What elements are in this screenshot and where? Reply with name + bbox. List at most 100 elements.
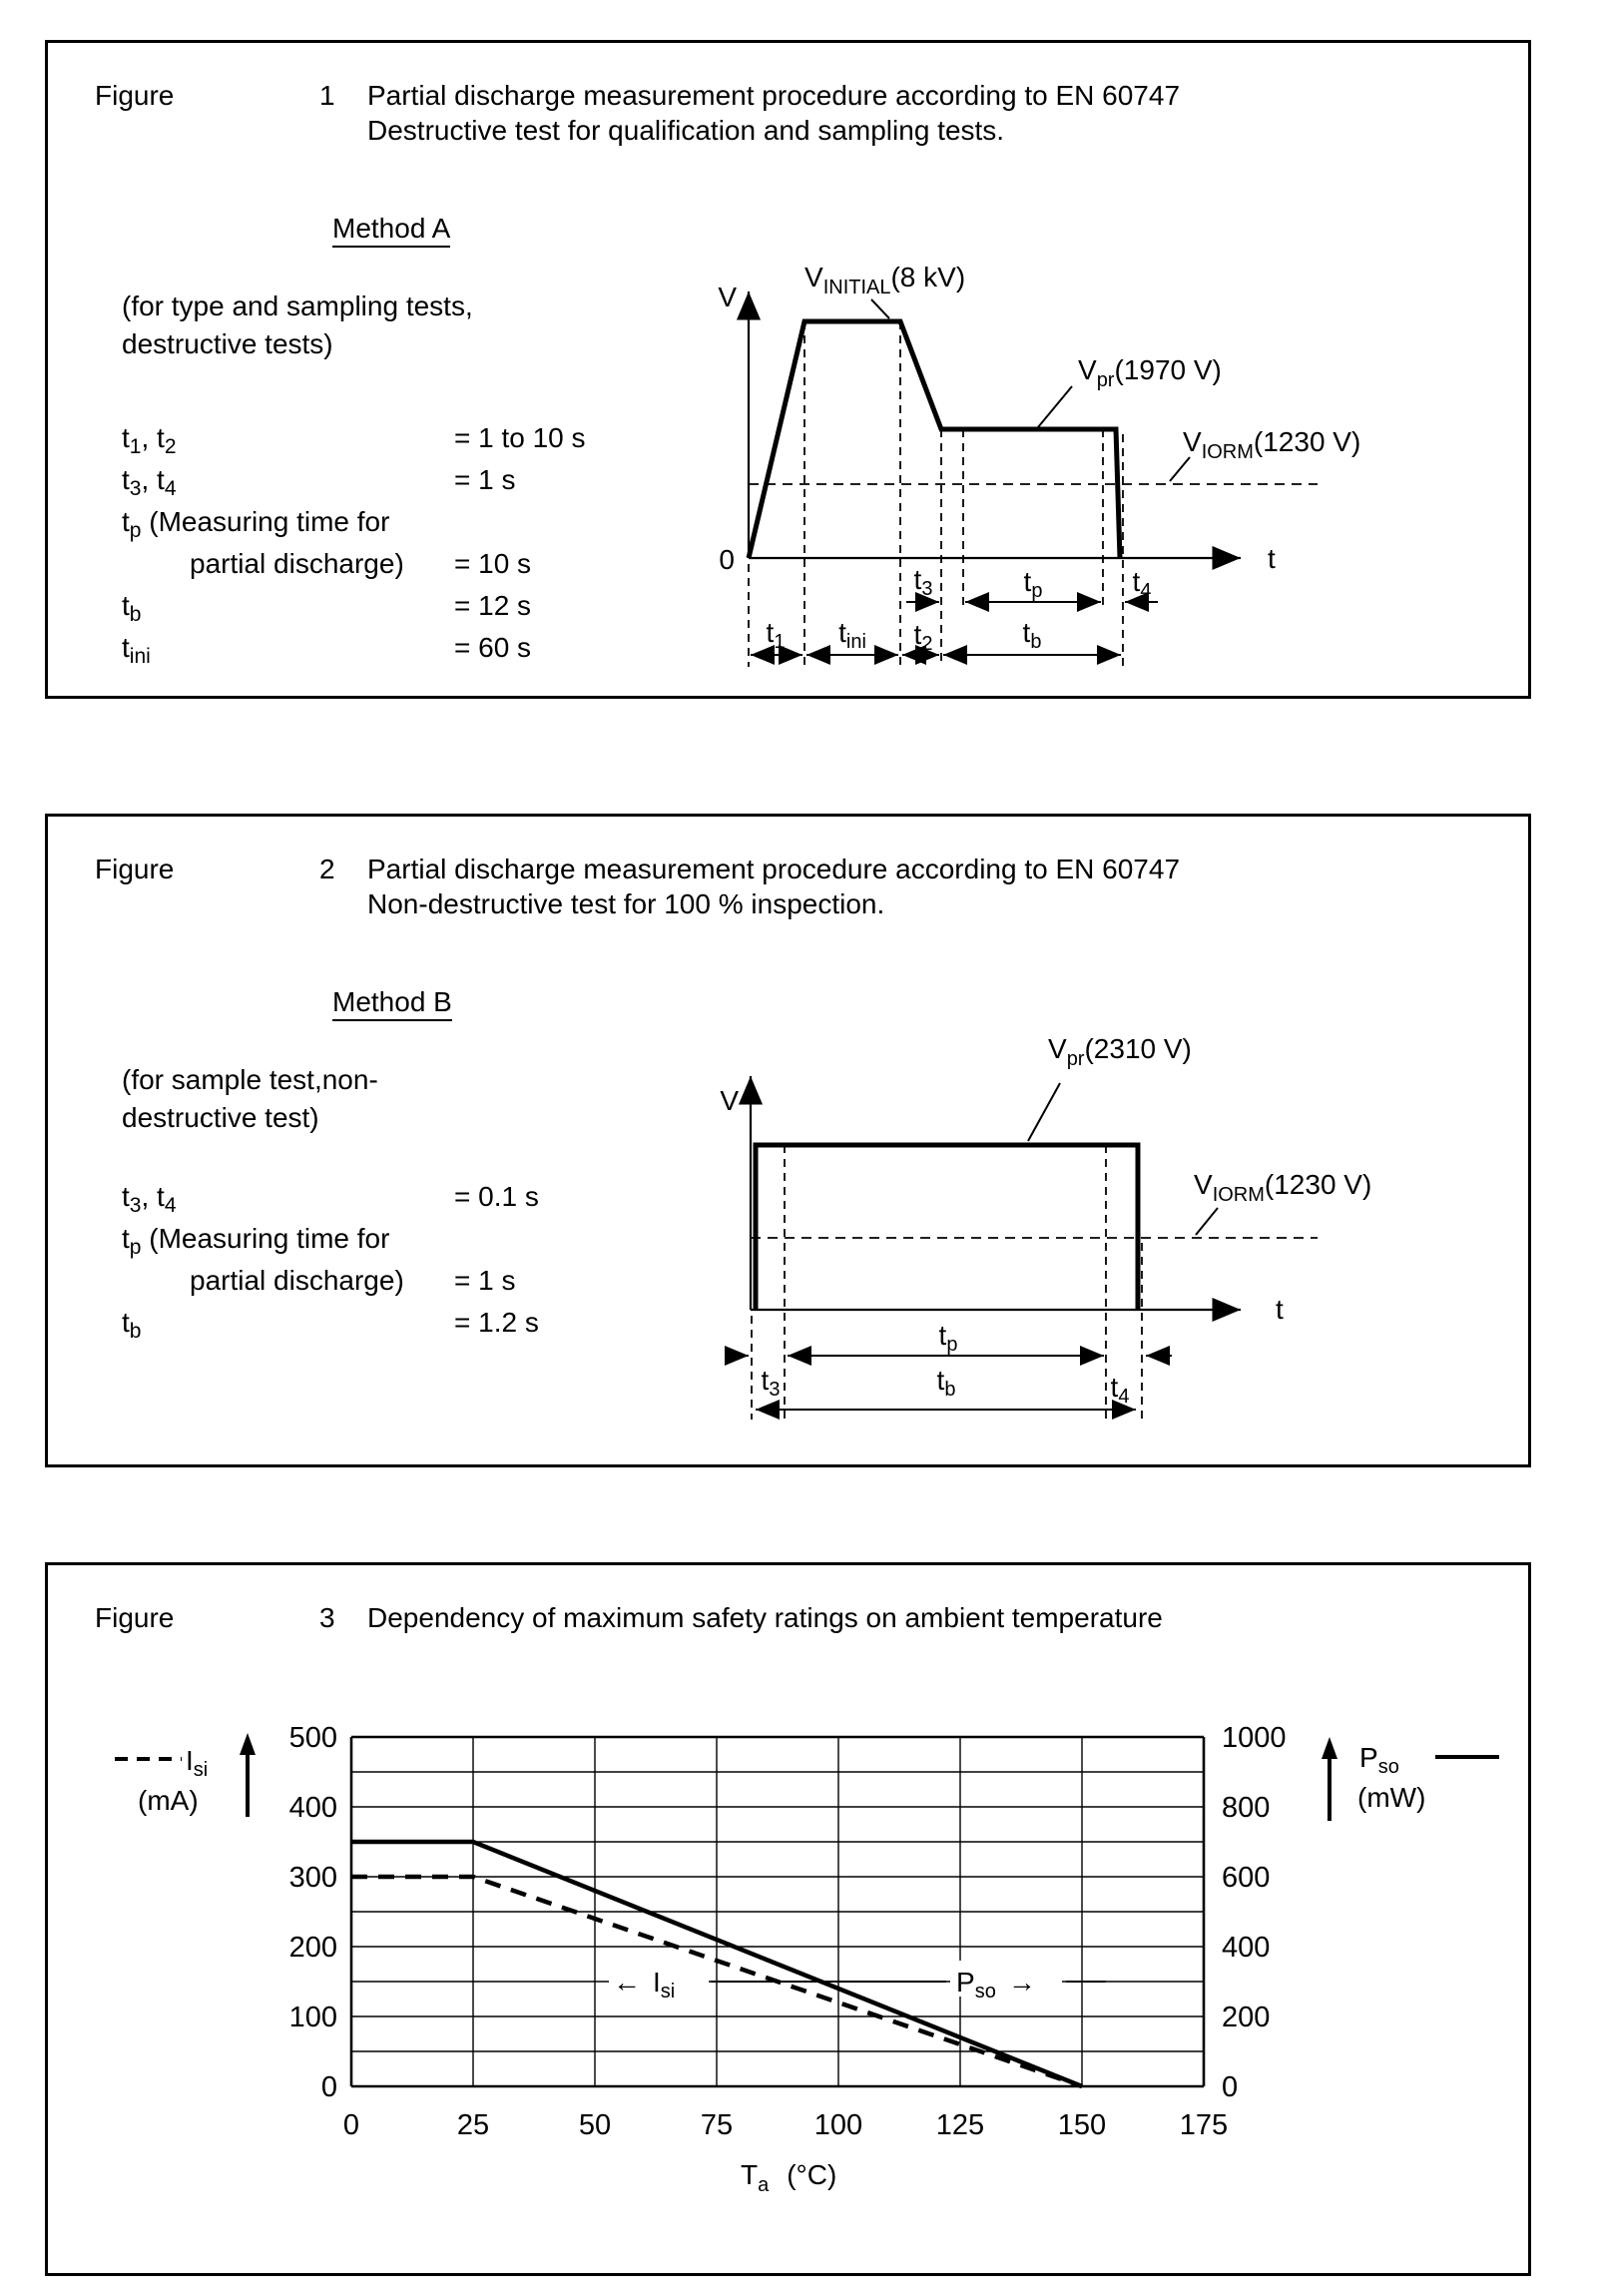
- x-axis-tick: 100: [814, 2109, 862, 2141]
- param-row: tp (Measuring time for: [122, 506, 390, 542]
- left-axis-tick: 0: [321, 2071, 337, 2103]
- right-axis-tick: 600: [1222, 1862, 1270, 1894]
- vinitial-leader: [870, 298, 890, 319]
- figure1-waveform-diagram: V t 0 VINITIAL(8 kV) Vpr(1970 V) VIORM(1…: [718, 262, 1360, 667]
- left-axis-tick: 100: [289, 2002, 337, 2033]
- figure2-title-line1: Partial discharge measurement procedure …: [367, 854, 1181, 884]
- vpr-label: Vpr(1970 V): [1078, 354, 1222, 391]
- origin-label: 0: [719, 544, 735, 575]
- param-value: = 1 to 10 s: [454, 422, 586, 453]
- param-value: = 12 s: [454, 590, 532, 621]
- vinitial-label: VINITIAL(8 kV): [804, 262, 965, 298]
- param-row: t3, t4 = 1 s: [122, 464, 516, 500]
- pso-annotation: Pso →: [956, 1967, 1036, 2003]
- voltage-waveform: [753, 1142, 1141, 1310]
- param-value: = 60 s: [454, 632, 532, 663]
- left-axis-legend: Isi (mA): [115, 1733, 256, 1817]
- param-row: tini = 60 s: [122, 632, 532, 668]
- viorm-leader: [1195, 1207, 1219, 1236]
- x-axis-tick: 175: [1180, 2109, 1228, 2141]
- isi-legend-unit: (mA): [138, 1785, 199, 1816]
- dim-tp-label: tp: [939, 1320, 958, 1356]
- viorm-label: VIORM(1230 V): [1194, 1169, 1371, 1206]
- left-axis-tick: 300: [289, 1862, 337, 1894]
- x-axis-title: Ta (°C): [741, 2159, 836, 2196]
- x-axis-tick: 0: [343, 2109, 359, 2141]
- figure3-box: Figure 3 Dependency of maximum safety ra…: [45, 1562, 1531, 2276]
- figure1-number: 1: [319, 80, 335, 111]
- figure1-title-line1: Partial discharge measurement procedure …: [367, 80, 1181, 111]
- dim-t3-label: t3: [762, 1365, 781, 1401]
- param-row: tb = 1.2 s: [122, 1307, 539, 1343]
- param-row: partial discharge) = 1 s: [190, 1265, 516, 1296]
- figure1-label: Figure: [95, 80, 175, 111]
- dim-tini-label: tini: [838, 617, 866, 653]
- param-row: t1, t2 = 1 to 10 s: [122, 422, 586, 458]
- x-axis-tick: 50: [579, 2109, 611, 2141]
- v-axis-label: V: [720, 1085, 739, 1116]
- right-axis-tick: 0: [1222, 2071, 1238, 2103]
- figure2-number: 2: [319, 854, 335, 884]
- t-axis-label: t: [1276, 1294, 1284, 1325]
- param-row: tp (Measuring time for: [122, 1223, 390, 1259]
- x-axis-tick: 150: [1058, 2109, 1106, 2141]
- isi-annotation: ← Isi: [613, 1967, 675, 2003]
- right-axis-tick: 200: [1222, 2002, 1270, 2033]
- figure1-box: Figure 1 Partial discharge measurement p…: [45, 40, 1531, 699]
- figure1-scope: (for type and sampling tests, destructiv…: [122, 290, 473, 359]
- param-value: = 1 s: [454, 464, 516, 495]
- series-isi-line: [351, 1874, 1083, 2089]
- param-value: = 10 s: [454, 548, 532, 579]
- v-axis-label: V: [718, 282, 737, 312]
- right-axis-tick: 800: [1222, 1792, 1270, 1824]
- x-axis-tick: 125: [936, 2109, 984, 2141]
- figure2-title-line2: Non-destructive test for 100 % inspectio…: [367, 888, 885, 919]
- left-axis-tick: 200: [289, 1932, 337, 1964]
- param-value: = 0.1 s: [454, 1181, 539, 1212]
- x-axis-tick: 75: [701, 2109, 733, 2141]
- dim-t2-label: t2: [914, 619, 933, 655]
- left-axis-tick: 500: [289, 1722, 337, 1754]
- param-value: = 1.2 s: [454, 1307, 539, 1338]
- pso-legend-unit: (mW): [1357, 1782, 1425, 1813]
- dim-tb-label: tb: [1023, 617, 1042, 653]
- chart-series: [351, 1839, 1083, 2089]
- isi-legend-label: Isi: [186, 1745, 208, 1781]
- figure2-waveform-diagram: V t Vpr(2310 V) VIORM(1230 V) tp t3 tb t…: [720, 1033, 1371, 1420]
- up-arrow-icon: [240, 1733, 256, 1755]
- dim-tp-label: tp: [1024, 566, 1043, 602]
- figure3-number: 3: [319, 1602, 335, 1633]
- right-axis-tick: 1000: [1222, 1722, 1287, 1754]
- vpr-leader: [1037, 385, 1073, 428]
- figure2-label: Figure: [95, 854, 175, 884]
- series-pso-line: [351, 1839, 1083, 2089]
- vpr-leader: [1027, 1082, 1061, 1142]
- figure1-title-line2: Destructive test for qualification and s…: [367, 115, 1005, 146]
- voltage-waveform: [746, 318, 1123, 559]
- chart-grid: [349, 1735, 1206, 2088]
- viorm-leader: [1169, 456, 1191, 482]
- right-axis-legend: Pso (mW): [1322, 1737, 1499, 1821]
- pso-legend-label: Pso: [1359, 1742, 1399, 1778]
- annotation-bg: [950, 1961, 1062, 1997]
- chart-annotations: ← Isi Pso →: [609, 1961, 1106, 2003]
- right-axis-tick: 400: [1222, 1932, 1270, 1964]
- figure1-method-heading: Method A: [332, 213, 451, 248]
- param-row: tb = 12 s: [122, 590, 532, 626]
- figure2-title: Partial discharge measurement procedure …: [367, 852, 1180, 921]
- figure3-title: Dependency of maximum safety ratings on …: [367, 1602, 1163, 1633]
- figure2-method-heading: Method B: [332, 986, 452, 1021]
- param-row: t3, t4 = 0.1 s: [122, 1181, 539, 1217]
- x-axis-tick: 25: [457, 2109, 489, 2141]
- figure2-box: Figure 2 Partial discharge measurement p…: [45, 814, 1531, 1467]
- figure2-scope: (for sample test,non- destructive test): [122, 1064, 378, 1133]
- figure1-title: Partial discharge measurement procedure …: [367, 78, 1180, 148]
- figure3-label: Figure: [95, 1602, 175, 1633]
- viorm-label: VIORM(1230 V): [1183, 426, 1360, 463]
- dim-t3-label: t3: [914, 564, 933, 600]
- dim-t1-label: t1: [767, 617, 786, 653]
- up-arrow-icon: [1322, 1737, 1337, 1759]
- left-axis-tick: 400: [289, 1792, 337, 1824]
